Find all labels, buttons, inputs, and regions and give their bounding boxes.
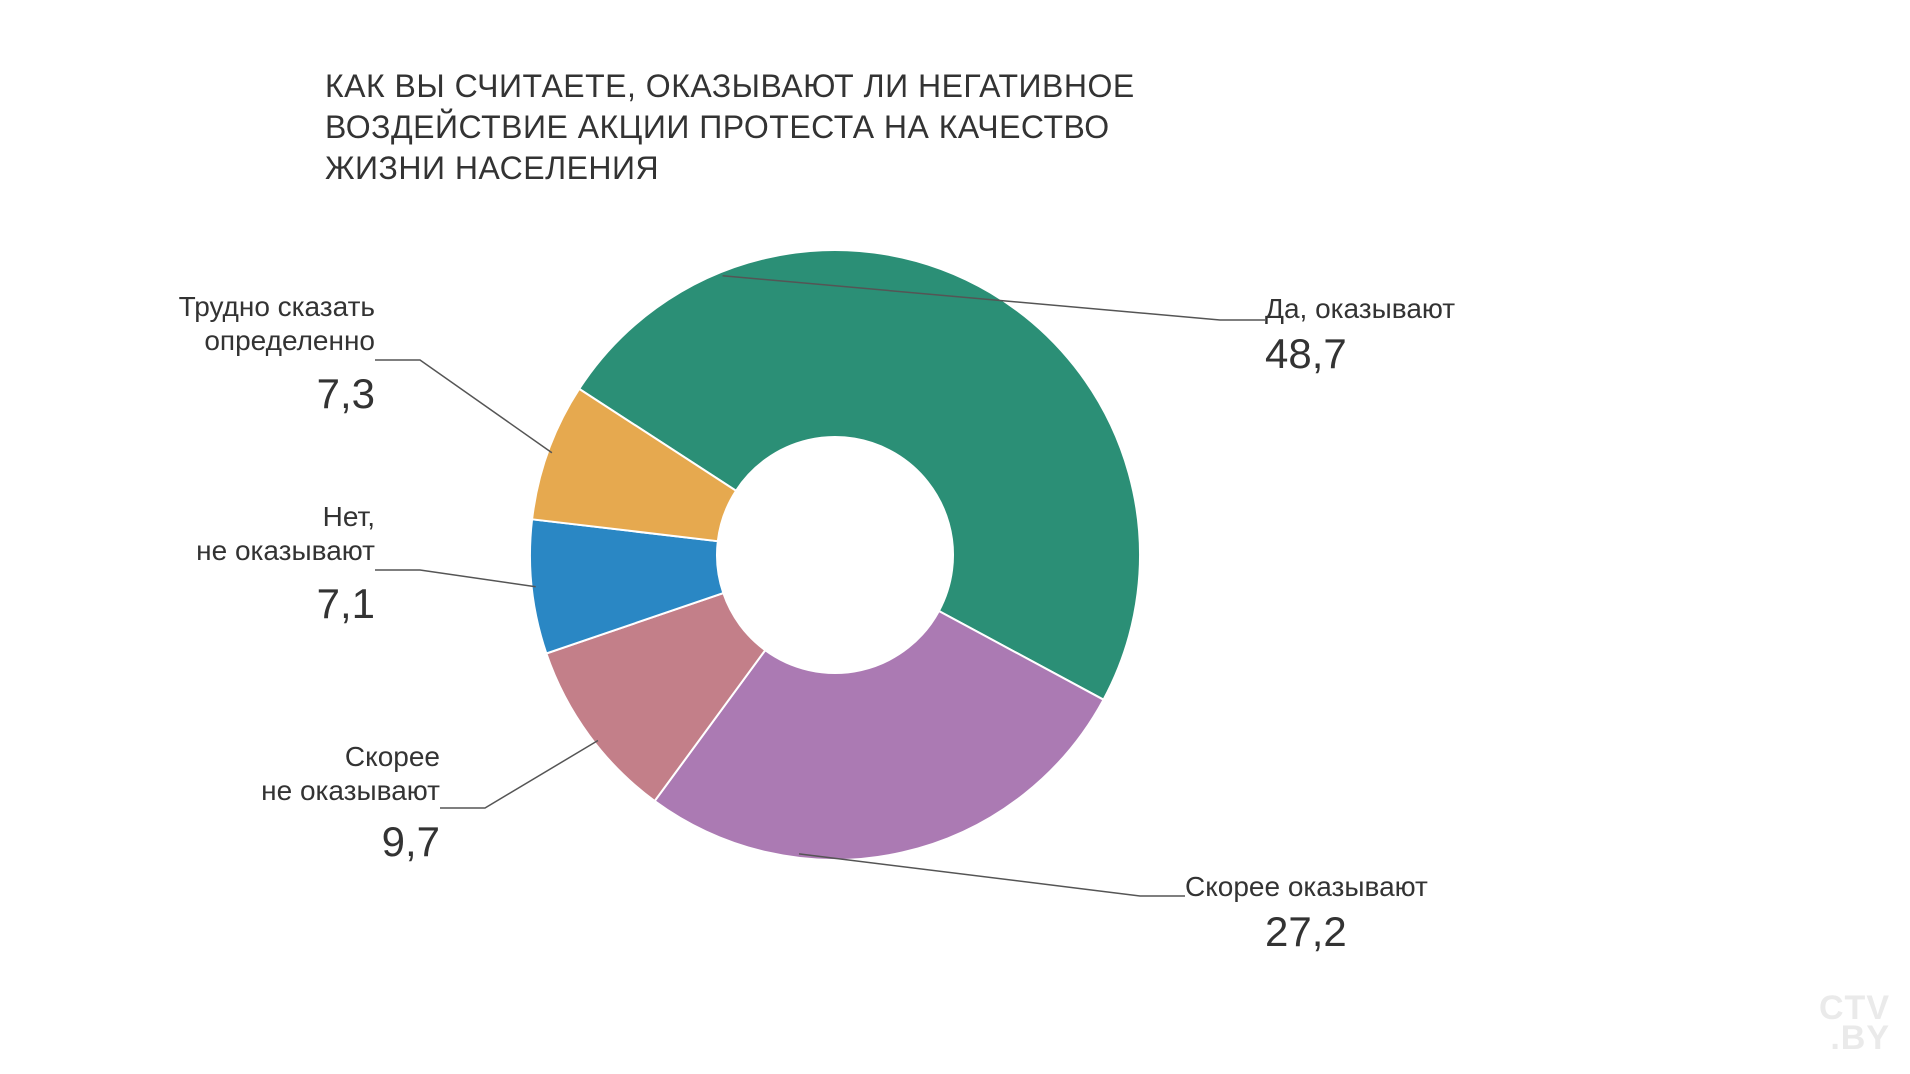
leader-line	[375, 360, 552, 453]
slice-label: Скорее оказывают	[1185, 870, 1428, 904]
slice-value: 7,3	[317, 370, 375, 418]
slice-value: 7,1	[317, 580, 375, 628]
watermark: CTV .BY	[1819, 993, 1890, 1054]
slice-label: Скореене оказывают	[261, 740, 440, 807]
slice-value: 27,2	[1265, 908, 1347, 956]
slice-label: Трудно сказатьопределенно	[179, 290, 375, 357]
slice-value: 9,7	[382, 818, 440, 866]
watermark-line2: .BY	[1819, 1023, 1890, 1054]
leader-line	[375, 570, 536, 587]
leader-line	[440, 741, 598, 808]
slice-value: 48,7	[1265, 330, 1347, 378]
slice-label: Нет,не оказывают	[196, 500, 375, 567]
slice-label: Да, оказывают	[1265, 292, 1455, 326]
